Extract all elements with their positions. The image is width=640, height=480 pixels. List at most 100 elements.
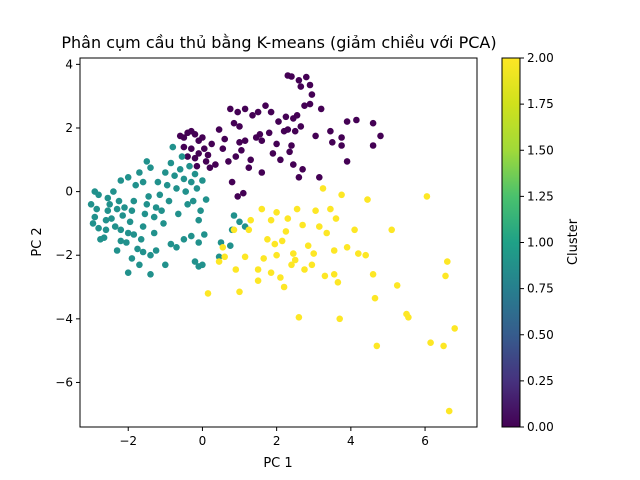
cluster-1-point <box>132 181 139 189</box>
cluster-1-point <box>236 218 243 226</box>
cluster-2-point <box>445 407 453 415</box>
x-tick-label: −2 <box>119 434 137 448</box>
cluster-2-point <box>355 250 362 257</box>
colorbar-tick-label: 0.50 <box>527 328 554 342</box>
cluster-0-point <box>277 156 284 164</box>
cluster-1-point <box>115 197 123 205</box>
cluster-1-point <box>195 216 202 224</box>
cluster-2-point <box>236 288 243 296</box>
cluster-2-point <box>247 216 254 224</box>
cluster-0-point <box>295 174 303 181</box>
cluster-1-point <box>102 216 110 224</box>
cluster-2-point <box>291 256 299 264</box>
cluster-0-point <box>288 142 295 149</box>
cluster-1-point <box>139 178 147 186</box>
cluster-2-point <box>299 221 306 229</box>
cluster-2-point <box>334 279 342 286</box>
cluster-0-point <box>254 108 262 116</box>
cluster-0-point <box>353 116 360 124</box>
cluster-1-point <box>184 201 191 208</box>
cluster-0-point <box>201 145 208 152</box>
cluster-0-point <box>202 158 210 165</box>
cluster-0-point <box>297 123 305 130</box>
colorbar-tick-label: 0.00 <box>527 420 554 434</box>
cluster-0-point <box>227 105 234 113</box>
cluster-2-point <box>278 237 286 245</box>
cluster-0-point <box>282 113 290 121</box>
cluster-2-point <box>444 258 451 265</box>
cluster-0-point <box>238 147 245 154</box>
y-tick-label: −2 <box>55 248 73 262</box>
cluster-0-point <box>299 166 306 173</box>
cluster-1-point <box>191 170 199 178</box>
cluster-1-point <box>139 248 147 256</box>
x-tick-label: 0 <box>199 434 207 448</box>
cluster-1-point <box>152 247 160 254</box>
cluster-1-point <box>106 201 113 208</box>
cluster-0-point <box>269 150 277 157</box>
x-tick-label: 4 <box>347 434 355 448</box>
colorbar-tick-label: 1.75 <box>527 97 554 111</box>
cluster-2-point <box>316 223 323 230</box>
cluster-1-point <box>197 207 204 214</box>
cluster-0-point <box>343 158 351 165</box>
plot-frame <box>79 57 478 428</box>
cluster-2-point <box>204 290 212 297</box>
cluster-0-point <box>338 134 345 141</box>
cluster-1-point <box>199 261 206 269</box>
cluster-0-point <box>369 119 377 127</box>
x-tick-label: 2 <box>273 434 281 448</box>
cluster-2-point <box>254 266 262 273</box>
cluster-1-point <box>124 269 132 277</box>
cluster-2-point <box>267 216 275 224</box>
cluster-2-point <box>293 205 301 213</box>
cluster-1-point <box>117 226 125 234</box>
cluster-1-point <box>230 212 238 219</box>
cluster-0-point <box>262 102 269 109</box>
cluster-1-point <box>100 234 108 241</box>
cluster-2-point <box>451 325 459 332</box>
cluster-0-point <box>195 150 202 157</box>
cluster-1-point <box>123 239 130 246</box>
cluster-1-point <box>199 177 206 184</box>
cluster-0-point <box>327 127 334 135</box>
cluster-2-point <box>260 255 268 262</box>
cluster-0-point <box>188 145 195 152</box>
cluster-2-point <box>338 191 345 199</box>
cluster-2-point <box>219 244 227 251</box>
cluster-0-point <box>180 134 188 141</box>
cluster-2-point <box>393 282 401 289</box>
y-tick-label: −6 <box>55 375 73 389</box>
cluster-0-point <box>295 77 303 84</box>
cluster-0-point <box>241 105 249 113</box>
colorbar: 0.00 0.25 0.50 0.75 1.00 1.25 1.50 1.75 2.00 Clu… <box>501 51 581 434</box>
cluster-2-point <box>273 209 280 216</box>
cluster-0-point <box>236 123 243 130</box>
x-tick-label: 6 <box>421 434 429 448</box>
cluster-2-point <box>423 193 431 200</box>
cluster-0-point <box>219 145 227 152</box>
cluster-1-point <box>160 220 167 227</box>
x-axis-label: PC 1 <box>263 456 292 471</box>
cluster-1-point <box>176 166 184 173</box>
cluster-0-point <box>204 151 212 159</box>
cluster-2-point <box>282 228 290 235</box>
cluster-1-point <box>119 212 126 219</box>
cluster-2-point <box>230 226 238 234</box>
cluster-0-point <box>234 193 241 200</box>
cluster-2-point <box>215 258 223 265</box>
cluster-0-point <box>273 140 280 148</box>
cluster-1-point <box>137 236 145 243</box>
cluster-2-point <box>321 272 329 280</box>
cluster-1-point <box>227 242 234 249</box>
cluster-1-point <box>180 236 188 243</box>
cluster-1-point <box>175 210 182 218</box>
cluster-0-point <box>258 137 266 144</box>
cluster-2-point <box>254 277 262 285</box>
cluster-1-point <box>188 178 195 186</box>
cluster-1-point <box>136 261 143 269</box>
cluster-0-point <box>212 161 219 168</box>
cluster-1-point <box>143 201 151 208</box>
cluster-0-point <box>193 162 201 170</box>
cluster-0-point <box>288 73 295 80</box>
